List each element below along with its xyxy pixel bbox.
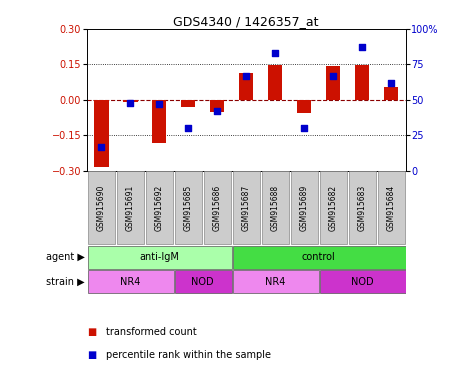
Bar [348,171,376,245]
Text: GSM915683: GSM915683 [358,185,367,231]
Bar [319,171,347,245]
Bar [262,171,288,245]
Point [301,125,308,131]
Bar [88,171,114,245]
Point [156,101,163,107]
Text: NOD: NOD [191,276,214,286]
Text: NR4: NR4 [265,276,286,286]
Point [358,44,366,50]
Bar [384,87,399,100]
Bar [233,270,319,293]
Point [242,73,250,79]
Text: GSM915692: GSM915692 [155,185,164,231]
Bar [355,65,370,100]
Text: control: control [302,252,336,262]
Bar [181,100,196,107]
Bar [268,65,282,100]
Bar [378,171,405,245]
Bar [326,66,340,100]
Text: GSM915688: GSM915688 [271,185,280,231]
Text: ■: ■ [87,350,96,360]
Point [184,125,192,131]
Bar [239,73,253,100]
Text: GSM915689: GSM915689 [300,185,309,231]
Text: transformed count: transformed count [106,327,196,337]
Bar [145,171,173,245]
Bar [297,100,311,113]
Text: NOD: NOD [351,276,373,286]
Point [329,73,337,79]
Text: GSM915687: GSM915687 [242,185,251,231]
Bar [319,270,406,293]
Bar [88,246,232,269]
Text: anti-IgM: anti-IgM [139,252,179,262]
Bar [233,171,259,245]
Text: percentile rank within the sample: percentile rank within the sample [106,350,271,360]
Title: GDS4340 / 1426357_at: GDS4340 / 1426357_at [174,15,319,28]
Bar [123,100,137,102]
Text: strain ▶: strain ▶ [46,276,84,286]
Text: GSM915690: GSM915690 [97,185,106,231]
Bar [204,171,231,245]
Point [98,144,105,150]
Bar [94,100,108,167]
Point [127,99,134,106]
Point [272,50,279,56]
Bar [210,100,225,111]
Text: GSM915684: GSM915684 [386,185,396,231]
Text: GSM915686: GSM915686 [213,185,222,231]
Bar [152,100,166,144]
Text: GSM915685: GSM915685 [184,185,193,231]
Text: ■: ■ [87,327,96,337]
Bar [233,246,406,269]
Bar [174,270,232,293]
Bar [174,171,202,245]
Text: agent ▶: agent ▶ [45,252,84,262]
Text: GSM915682: GSM915682 [329,185,338,231]
Point [213,108,221,114]
Text: GSM915691: GSM915691 [126,185,135,231]
Bar [117,171,144,245]
Text: NR4: NR4 [120,276,140,286]
Point [387,79,395,86]
Bar [88,270,174,293]
Bar [291,171,318,245]
